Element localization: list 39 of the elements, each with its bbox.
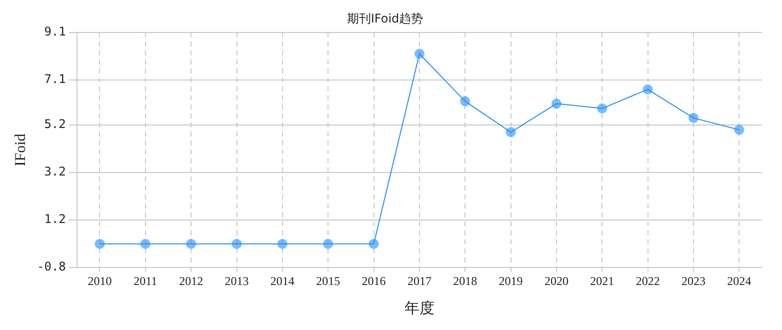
point — [506, 127, 516, 138]
point — [186, 238, 196, 249]
x-tick-label: 2016 — [362, 274, 386, 288]
x-tick-label: 2015 — [316, 274, 340, 288]
x-axis-title: 年度 — [404, 300, 434, 317]
point — [368, 238, 379, 249]
x-tick-label: 2013 — [224, 274, 249, 288]
point — [597, 103, 608, 114]
y-tick-label: -0.8 — [36, 260, 66, 274]
point — [734, 124, 744, 135]
point — [277, 238, 288, 249]
point — [460, 96, 470, 106]
y-axis-title: IFoid — [12, 133, 29, 166]
chart-title: 期刊IFoid趋势 — [346, 11, 424, 26]
point — [551, 98, 562, 109]
y-tick-label: 5.2 — [44, 117, 66, 132]
x-tick-label: 2019 — [498, 274, 523, 288]
x-tick-label: 2022 — [636, 274, 660, 288]
point — [642, 84, 653, 94]
point — [94, 238, 105, 249]
x-tick-label: 2024 — [727, 274, 752, 288]
y-tick-label: 1.2 — [44, 212, 66, 226]
x-tick-label: 2012 — [179, 274, 204, 288]
x-tick-label: 2023 — [681, 274, 706, 288]
point — [140, 238, 150, 249]
point — [414, 48, 424, 59]
x-tick-label: 2010 — [88, 274, 112, 288]
x-tick-label: 2020 — [544, 274, 568, 288]
point — [323, 238, 334, 249]
x-tick-label: 2017 — [407, 274, 432, 288]
point — [232, 238, 242, 249]
y-tick-label: 3.2 — [44, 164, 66, 179]
x-tick-label: 2018 — [453, 274, 478, 288]
x-tick-label: 2011 — [134, 274, 158, 288]
x-tick-label: 2014 — [270, 274, 294, 288]
y-tick-label: 9.1 — [44, 24, 66, 39]
x-tick-label: 2021 — [590, 274, 614, 288]
point — [688, 112, 698, 123]
y-tick-label: 7.1 — [44, 72, 66, 86]
